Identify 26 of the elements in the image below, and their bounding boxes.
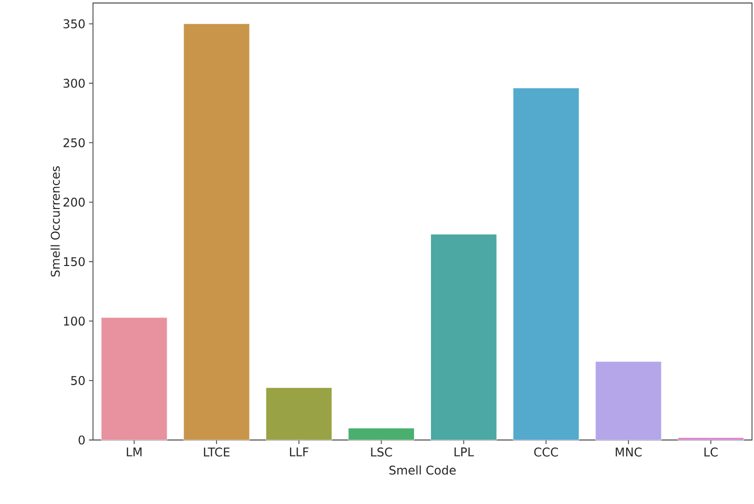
- bar: [101, 317, 168, 440]
- bar: [266, 387, 332, 440]
- y-tick-label: 100: [64, 316, 85, 326]
- y-axis-title: Smell Occurrences: [50, 166, 60, 277]
- bar: [348, 428, 414, 440]
- y-tick-label: 300: [64, 78, 85, 88]
- y-tick-label: 350: [64, 19, 85, 28]
- bar: [430, 234, 497, 440]
- bar: [595, 361, 662, 440]
- y-tick-label: 200: [64, 198, 85, 207]
- bar: [183, 24, 250, 440]
- x-tick-label: LSC: [371, 448, 392, 457]
- y-tick-label: 250: [64, 138, 85, 148]
- x-tick-label: LC: [704, 448, 718, 457]
- x-tick-label: LTCE: [204, 448, 230, 457]
- bar: [678, 437, 744, 440]
- y-tick-label: 0: [78, 435, 85, 445]
- y-tick-label: 50: [71, 376, 85, 386]
- x-tick-label: LM: [126, 448, 142, 456]
- x-tick-label: LLF: [290, 448, 308, 456]
- y-tick-label: 150: [64, 257, 85, 266]
- bar: [512, 88, 580, 440]
- x-tick-label: CCC: [534, 448, 558, 457]
- x-tick-label: MNC: [616, 448, 642, 457]
- x-tick-label: LPL: [454, 448, 474, 456]
- x-axis-title: Smell Code: [389, 465, 456, 475]
